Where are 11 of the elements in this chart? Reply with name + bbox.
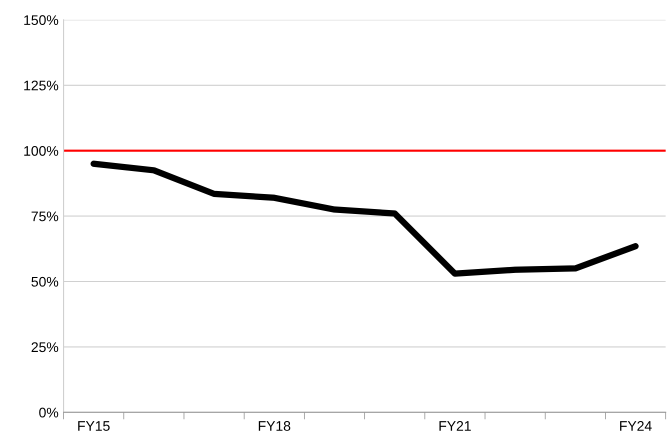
y-tick-label: 25% [32, 342, 58, 352]
y-tick-label: 150% [24, 15, 58, 26]
x-tick-label: FY15 [78, 421, 110, 431]
y-tick-label: 0% [39, 408, 58, 418]
x-tick-label: FY18 [258, 421, 290, 431]
x-tick-label: FY24 [620, 421, 652, 431]
y-tick-label: 125% [24, 80, 58, 90]
x-tick-label: FY21 [439, 421, 471, 431]
y-tick-label: 50% [31, 276, 58, 287]
y-tick-label: 75% [32, 211, 58, 222]
y-tick-label: 100% [24, 146, 58, 156]
